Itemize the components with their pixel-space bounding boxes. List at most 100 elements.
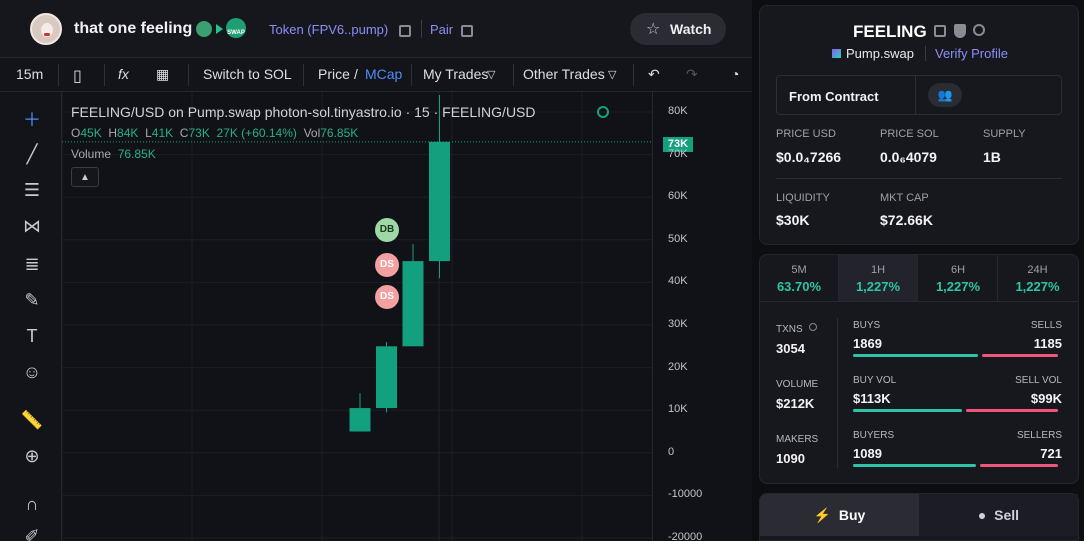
crosshair-icon[interactable]: ＋ xyxy=(23,110,41,130)
chevron-down-icon: ▽ xyxy=(487,69,496,81)
buy-vol-label: BUY VOL xyxy=(853,375,897,386)
y-tick-label: 20K xyxy=(668,360,688,373)
zoom-icon[interactable]: ◔ xyxy=(731,66,740,82)
horizontal-lines-icon[interactable]: ☰ xyxy=(23,180,41,200)
tag-icon: ● xyxy=(977,507,987,523)
candle-type-icon[interactable]: ▯ xyxy=(73,68,82,85)
search-icon[interactable] xyxy=(973,24,985,36)
txns-label: TXNS xyxy=(776,324,803,335)
ruler-icon[interactable]: 📏 xyxy=(20,410,44,430)
buyers-bar xyxy=(853,464,976,467)
sellers-value: 721 xyxy=(1040,446,1062,461)
sellers-label: SELLERS xyxy=(1016,430,1062,441)
supply-label: SUPPLY xyxy=(983,128,1026,140)
price-axis[interactable] xyxy=(652,92,752,541)
token-info-card xyxy=(759,5,1079,245)
trend-line-icon[interactable]: ╱ xyxy=(26,144,38,164)
interval-selector[interactable]: 15m xyxy=(16,66,44,82)
shield-icon[interactable] xyxy=(954,24,966,38)
volume-value: $212K xyxy=(776,396,815,411)
mktcap-value: $72.66K xyxy=(880,212,933,228)
verify-profile-link[interactable]: Verify Profile xyxy=(935,46,1008,61)
sells-bar xyxy=(982,354,1058,357)
copy-icon[interactable] xyxy=(461,25,473,37)
fib-icon[interactable]: ≣ xyxy=(24,254,40,274)
divider xyxy=(925,46,926,61)
other-trades-dropdown[interactable]: Other Trades xyxy=(523,66,605,82)
chart-toolbar: 15m ▯ fx ▦ Switch to SOL Price / MCap My… xyxy=(0,58,752,92)
info-icon[interactable] xyxy=(809,323,817,331)
chevron-down-icon: ▽ xyxy=(608,69,617,81)
dev-buy-marker[interactable]: DB xyxy=(375,218,399,242)
from-contract-tab[interactable]: From Contract xyxy=(789,89,879,104)
candle-body xyxy=(429,141,450,262)
buyers-label: BUYERS xyxy=(853,430,895,441)
pump-swap-icon xyxy=(832,49,841,58)
y-tick-label: 40K xyxy=(668,275,688,288)
buyers-value: 1089 xyxy=(853,446,882,461)
price-usd-value: $0.0₄7266 xyxy=(776,149,842,165)
zoom-in-icon[interactable]: ⊕ xyxy=(24,446,40,466)
supply-value: 1B xyxy=(983,149,1001,165)
current-price-tag: 73K xyxy=(663,137,693,152)
my-trades-dropdown[interactable]: My Trades xyxy=(423,66,489,82)
token-address-link[interactable]: Token (FPV6..pump) xyxy=(269,22,389,37)
redo-icon[interactable]: ↷ xyxy=(686,66,698,82)
watch-button[interactable]: Watch xyxy=(630,13,726,45)
pair-link[interactable]: Pair xyxy=(430,22,454,37)
star-icon: ☆ xyxy=(646,21,661,38)
price-chart[interactable] xyxy=(62,92,752,541)
candle-body xyxy=(349,408,371,432)
brush-icon[interactable]: ✎ xyxy=(24,290,40,310)
timeframe-5m[interactable]: 5M 63.70% xyxy=(760,255,839,301)
buy-vol-value: $113K xyxy=(853,391,891,406)
price-sol-label: PRICE SOL xyxy=(880,128,939,140)
volume-label: VOLUME xyxy=(776,379,819,390)
layout-icon[interactable]: ▦ xyxy=(156,66,170,82)
mcap-toggle[interactable]: MCap xyxy=(365,66,403,82)
buys-bar xyxy=(853,354,978,357)
y-tick-label: 50K xyxy=(668,232,688,245)
divider xyxy=(421,20,422,38)
candle-body xyxy=(402,261,424,347)
magnet-icon[interactable]: ∩ xyxy=(25,494,39,514)
sellers-bar xyxy=(980,464,1058,467)
emoji-icon[interactable]: ☺ xyxy=(22,362,42,382)
indicators-button[interactable]: fx xyxy=(118,66,129,82)
divider xyxy=(760,301,1078,302)
price-usd-label: PRICE USD xyxy=(776,128,836,140)
divider xyxy=(915,75,916,115)
timeframe-1h[interactable]: 1H 1,227% xyxy=(839,255,918,301)
text-icon[interactable]: T xyxy=(26,326,38,346)
divider xyxy=(837,318,838,468)
switch-to-sol-button[interactable]: Switch to SOL xyxy=(203,66,292,82)
makers-value: 1090 xyxy=(776,451,805,466)
pill-icon xyxy=(196,21,212,37)
settings-icon[interactable] xyxy=(597,106,609,118)
copy-icon[interactable] xyxy=(934,25,946,37)
y-tick-label: 10K xyxy=(668,403,688,416)
sell-vol-label: SELL VOL xyxy=(1015,375,1062,386)
timeframe-6h[interactable]: 6H 1,227% xyxy=(919,255,998,301)
sell-tab[interactable]: ● Sell xyxy=(919,494,1078,536)
chevron-up-icon[interactable]: ▲ xyxy=(71,167,99,187)
price-toggle[interactable]: Price xyxy=(318,66,350,82)
copy-icon[interactable] xyxy=(399,25,411,37)
buy-vol-bar xyxy=(853,409,962,412)
y-tick-label: -10000 xyxy=(668,488,703,501)
buys-label: BUYS xyxy=(853,320,881,331)
undo-icon[interactable]: ↶ xyxy=(648,66,660,82)
sells-label: SELLS xyxy=(1030,320,1062,331)
dev-sell-marker[interactable]: DS xyxy=(375,285,399,309)
token-avatar[interactable] xyxy=(30,13,62,45)
users-icon[interactable]: 👥 xyxy=(928,83,962,107)
y-tick-label: 30K xyxy=(668,318,688,330)
liquidity-value: $30K xyxy=(776,212,810,228)
dev-sell-marker[interactable]: DS xyxy=(375,253,399,277)
buy-tab[interactable]: ⚡ Buy xyxy=(760,494,919,536)
sell-vol-bar xyxy=(966,409,1058,412)
timeframe-24h[interactable]: 24H 1,227% xyxy=(1015,264,1060,294)
lock-icon[interactable]: ✐ xyxy=(24,526,40,541)
pattern-icon[interactable]: ⋈ xyxy=(23,216,41,236)
toggle-slash: / xyxy=(354,66,358,82)
